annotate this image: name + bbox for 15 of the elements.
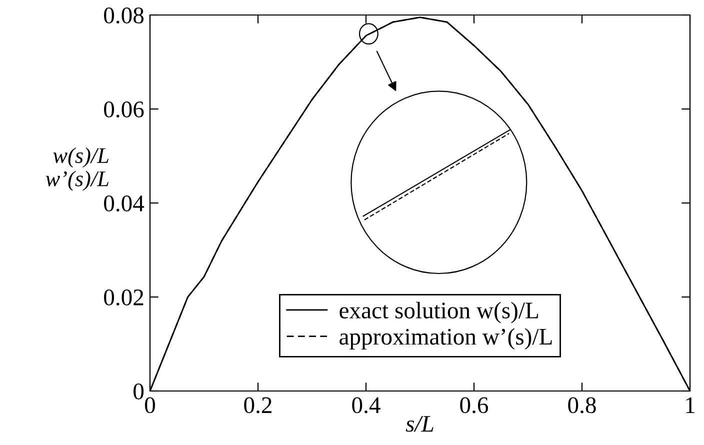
y-tick-label: 0.02 [104, 289, 144, 306]
y-tick-label: 0.06 [104, 101, 144, 118]
x-tick-label: 0.6 [460, 397, 488, 414]
legend-label: exact solution w(s)/L [340, 302, 538, 324]
y-tick-label: 0.04 [104, 195, 144, 212]
legend-label: approximation w’(s)/L [340, 328, 552, 350]
x-tick-label: 0.8 [568, 397, 596, 414]
y-tick-label: 0 [134, 383, 144, 400]
x-tick-label: 0.4 [352, 397, 380, 414]
x-tick-label: 0 [144, 397, 156, 414]
y-axis-title: w(s)/L w’(s)/L [46, 147, 108, 191]
x-axis-title: s/L [406, 416, 434, 432]
x-tick-label: 1 [686, 397, 694, 413]
y-tick-label: 0.08 [104, 7, 144, 24]
x-tick-label: 0.2 [244, 397, 272, 414]
